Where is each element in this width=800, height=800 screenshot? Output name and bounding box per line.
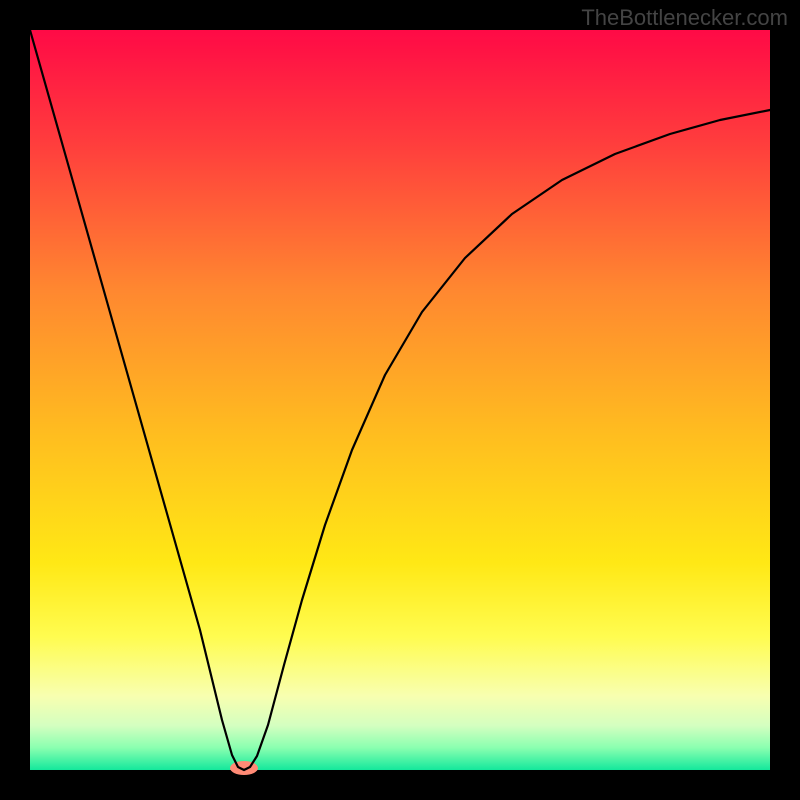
bottleneck-chart (0, 0, 800, 800)
plot-background (30, 30, 770, 770)
chart-container: TheBottlenecker.com (0, 0, 800, 800)
watermark-text: TheBottlenecker.com (581, 5, 788, 31)
min-marker (230, 761, 258, 775)
